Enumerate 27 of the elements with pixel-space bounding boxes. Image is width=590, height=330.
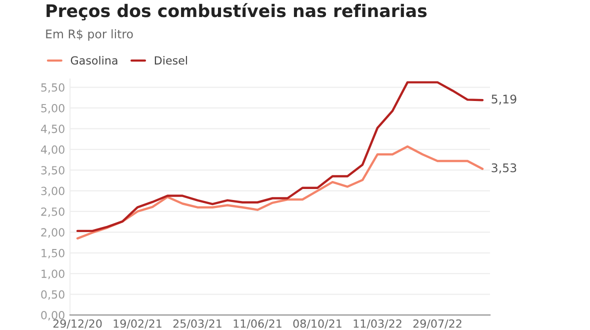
- y-tick-label: 5,00: [41, 104, 64, 114]
- y-tick-label: 5,50: [41, 83, 64, 93]
- y-tick-label: 2,00: [41, 228, 64, 238]
- x-tick-label: 11/06/21: [234, 319, 282, 329]
- x-tick-label: 11/03/22: [354, 319, 402, 329]
- y-tick-label: 2,50: [41, 207, 64, 218]
- x-tick-label: 25/03/21: [173, 319, 222, 329]
- x-tick-label: 29/12/20: [53, 319, 102, 329]
- chart-subtitle: Em R$ por litro: [46, 29, 133, 41]
- y-tick-label: 1,00: [42, 270, 64, 280]
- x-tick-label: 29/07/22: [413, 319, 462, 329]
- x-tick-label: 08/10/21: [293, 319, 342, 329]
- y-tick-label: 3,50: [41, 166, 64, 176]
- x-tick-label: 19/02/21: [114, 319, 162, 329]
- legend-label: Diesel: [154, 56, 187, 65]
- y-tick-label: 3,00: [41, 186, 64, 196]
- y-tick-label: 4,50: [40, 124, 64, 134]
- line-series: [76, 145, 484, 240]
- y-tick-label: 0,50: [41, 290, 64, 300]
- data-label: 3,53: [492, 163, 516, 174]
- data-label: 5,19: [492, 94, 516, 105]
- legend-label: Gasolina: [70, 56, 118, 65]
- chart-title: Preços dos combustíveis nas refinarias: [46, 3, 427, 20]
- y-tick-label: 0,00: [41, 310, 64, 321]
- y-tick-label: 4,00: [40, 145, 64, 155]
- line-series: [76, 81, 484, 232]
- y-tick-label: 1,50: [42, 248, 64, 258]
